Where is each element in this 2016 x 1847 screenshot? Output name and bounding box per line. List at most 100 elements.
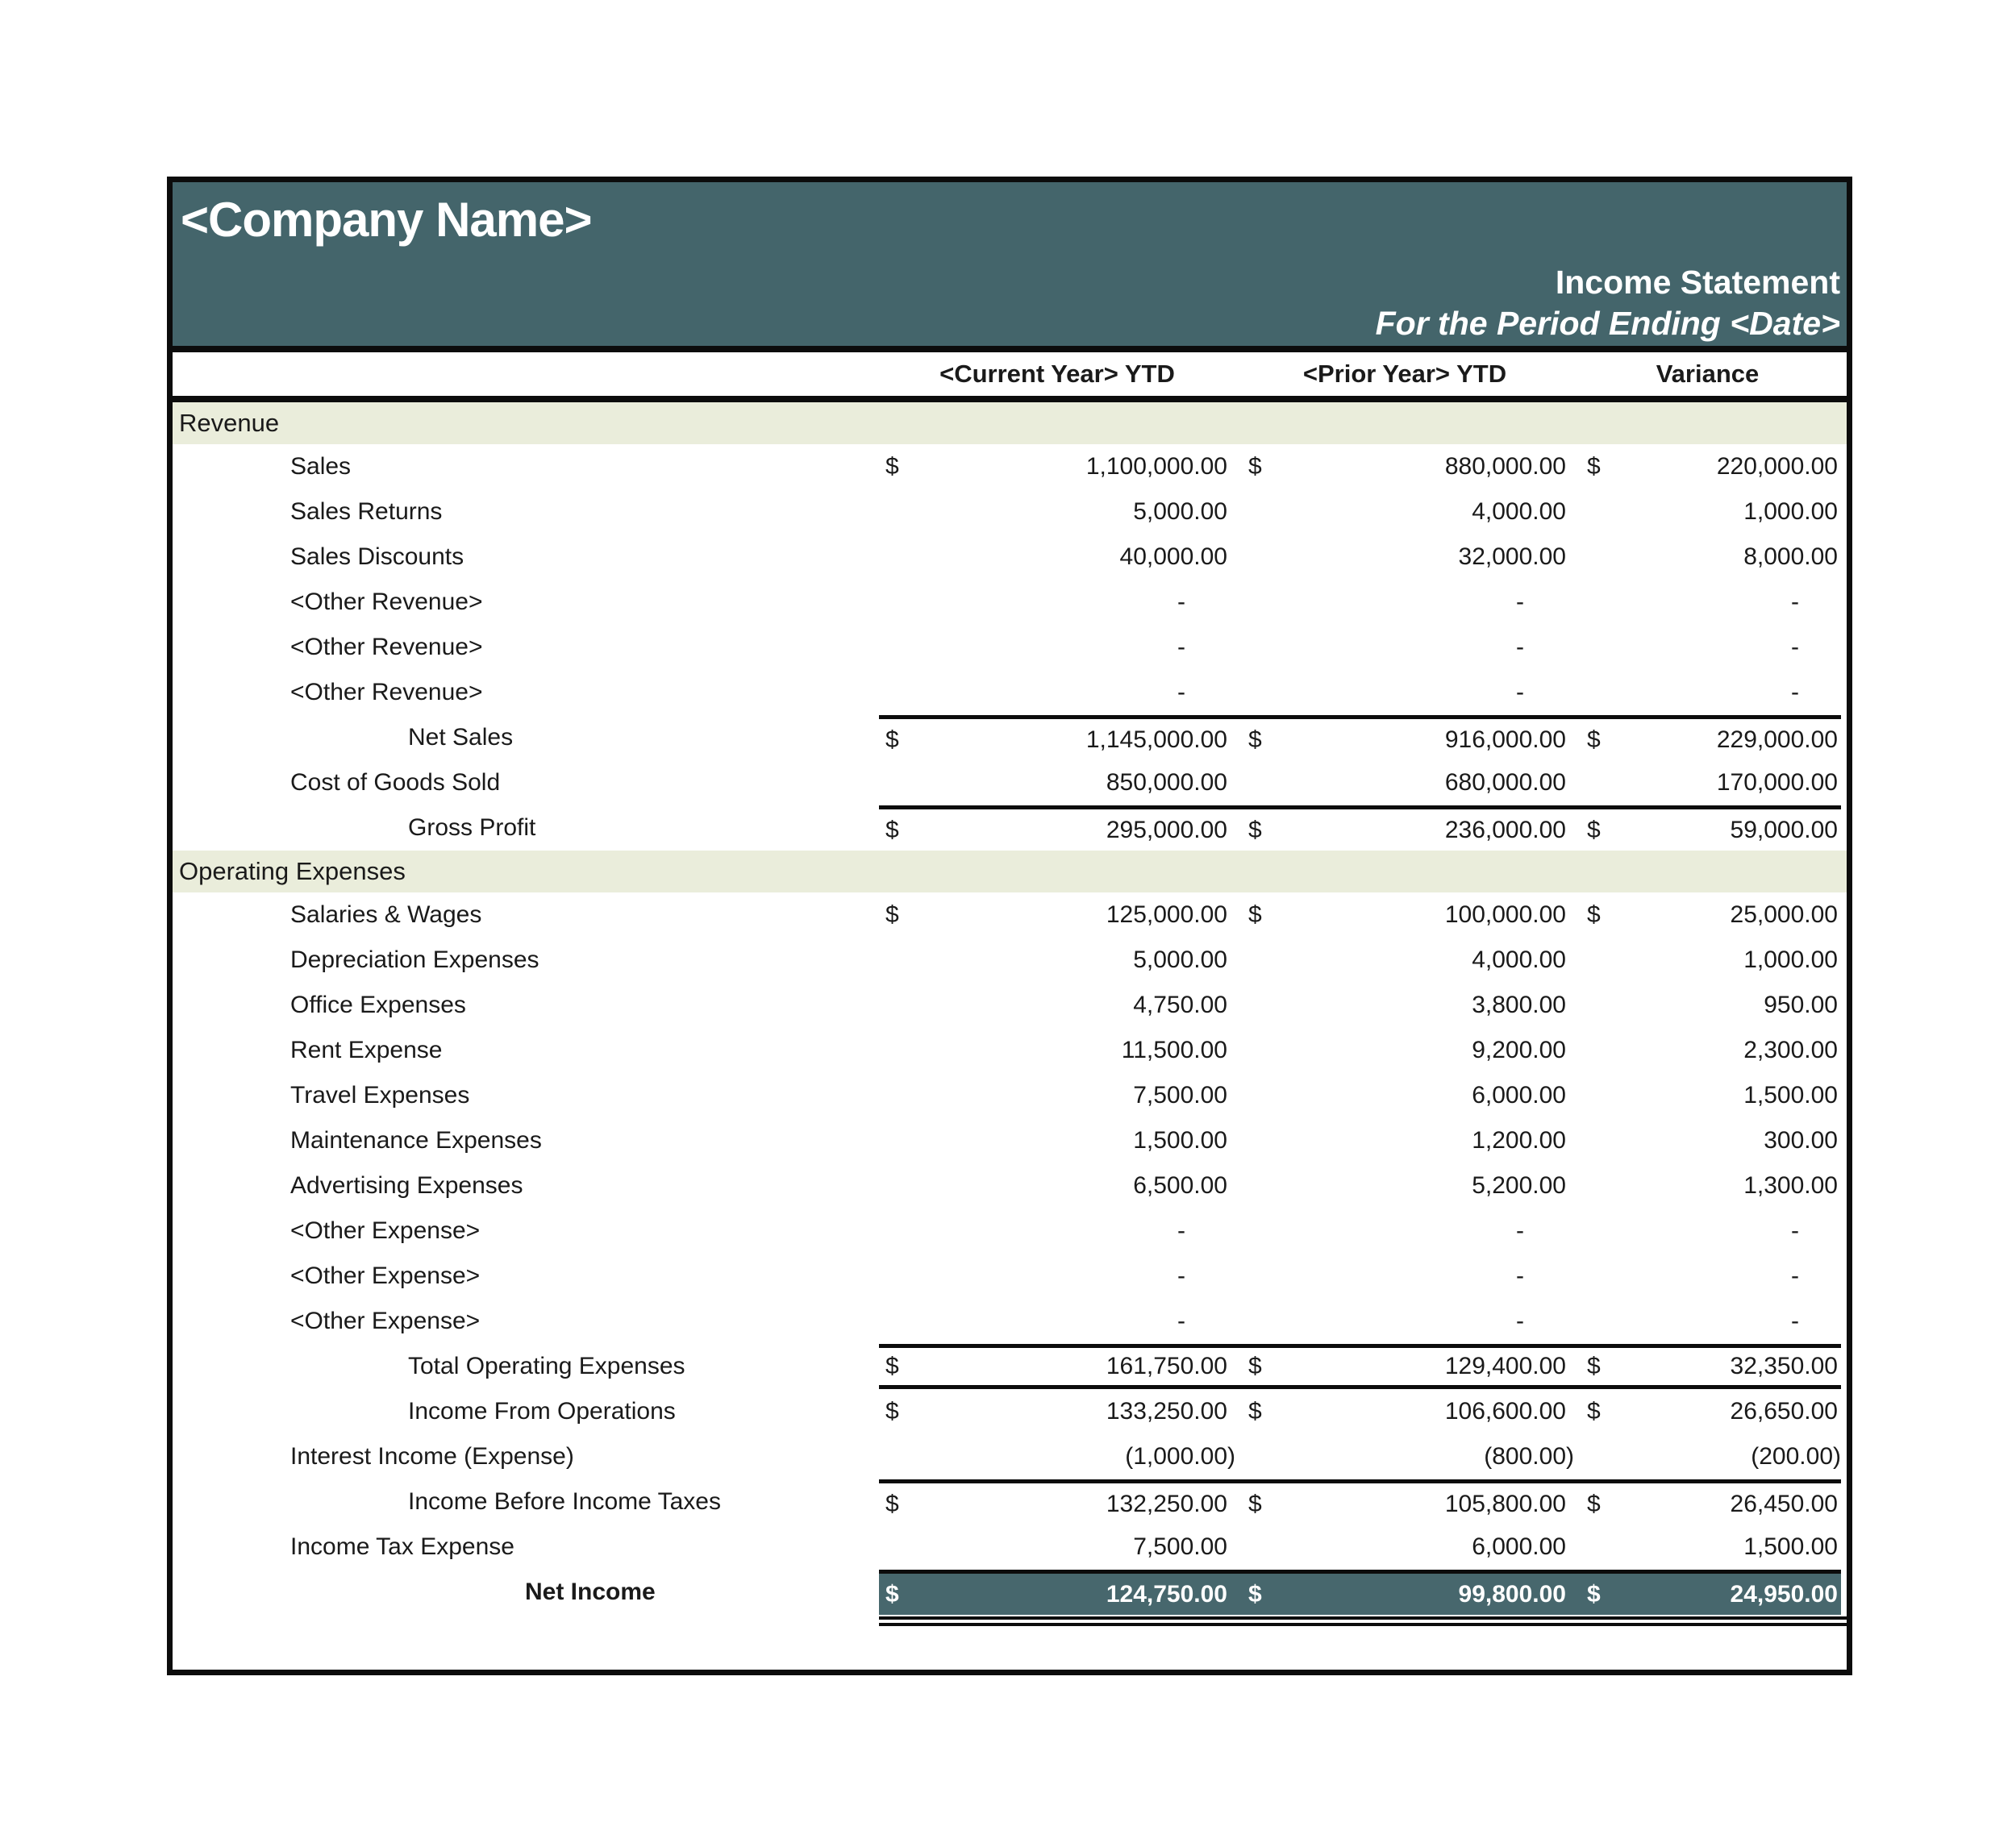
table-row: Sales Discounts 40,000.00 32,000.00 8,000.0… bbox=[173, 535, 1847, 580]
dollar-sign-icon: $ bbox=[1248, 1580, 1262, 1608]
dollar-sign-icon: $ bbox=[1587, 816, 1601, 843]
cell-value: 59,000.00 bbox=[1730, 816, 1838, 843]
cell-value: 300.00 bbox=[1764, 1127, 1838, 1154]
table-row: Travel Expenses 7,500.00 6,000.00 1,500.00 bbox=[173, 1073, 1847, 1118]
row-label: <Other Expense> bbox=[290, 1308, 481, 1334]
table-row: Income From Operations $133,250.00 $106,60… bbox=[173, 1389, 1847, 1434]
table-row: Rent Expense 11,500.00 9,200.00 2,300.00 bbox=[173, 1028, 1847, 1073]
cell-value: 1,300.00 bbox=[1743, 1172, 1838, 1199]
cell-variance-year-value: - bbox=[1574, 1254, 1841, 1299]
cell-prior-year-value: 6,000.00 bbox=[1235, 1073, 1574, 1118]
cell-current-year-value: 850,000.00 bbox=[879, 760, 1235, 805]
cell-prior-year-value: $100,000.00 bbox=[1235, 892, 1574, 938]
cell-value: (200.00) bbox=[1751, 1443, 1841, 1470]
dollar-sign-icon: $ bbox=[885, 1398, 899, 1425]
cell-value: 1,200.00 bbox=[1472, 1127, 1566, 1154]
section-row: Operating Expenses bbox=[173, 851, 1847, 892]
cell-current-year-value: 40,000.00 bbox=[879, 535, 1235, 580]
cell-current-year-value: $161,750.00 bbox=[879, 1344, 1235, 1389]
cell-value: 850,000.00 bbox=[1106, 769, 1227, 796]
cell-value: 26,450.00 bbox=[1730, 1490, 1838, 1517]
table-row: Cost of Goods Sold 850,000.00 680,000.00 17… bbox=[173, 760, 1847, 805]
cell-value: - bbox=[1516, 634, 1524, 660]
column-header-prior-year: <Prior Year> YTD bbox=[1302, 360, 1507, 388]
cell-value: - bbox=[1791, 1217, 1799, 1244]
dollar-sign-icon: $ bbox=[885, 816, 899, 843]
cell-variance-year-value: - bbox=[1574, 580, 1841, 625]
cell-prior-year-value: $105,800.00 bbox=[1235, 1479, 1574, 1525]
cell-value: - bbox=[1791, 1263, 1799, 1289]
cell-value: 1,145,000.00 bbox=[1085, 726, 1227, 753]
cell-value: 106,600.00 bbox=[1444, 1398, 1566, 1425]
cell-prior-year-value: $106,600.00 bbox=[1235, 1389, 1574, 1434]
row-label: Net Sales bbox=[408, 724, 514, 751]
statement-rows: Revenue Sales $1,100,000.00 $880,000.00 $220… bbox=[173, 402, 1847, 1615]
cell-value: 1,000.00 bbox=[1743, 498, 1838, 525]
cell-value: 11,500.00 bbox=[1121, 1037, 1227, 1063]
cell-current-year-value: $132,250.00 bbox=[879, 1479, 1235, 1525]
row-label: Maintenance Expenses bbox=[290, 1127, 542, 1154]
cell-value: - bbox=[1791, 1308, 1799, 1334]
cell-prior-year-value: 9,200.00 bbox=[1235, 1028, 1574, 1073]
cell-value: - bbox=[1791, 589, 1799, 615]
dollar-sign-icon: $ bbox=[1587, 901, 1601, 928]
net-income-row: Net Income $124,750.00 $99,800.00 $24,950.0… bbox=[173, 1570, 1847, 1615]
cell-value: 124,750.00 bbox=[1106, 1580, 1227, 1608]
table-row: Depreciation Expenses 5,000.00 4,000.00 1,0… bbox=[173, 938, 1847, 983]
cell-prior-year-value: - bbox=[1235, 1254, 1574, 1299]
dollar-sign-icon: $ bbox=[1587, 1398, 1601, 1425]
report-header-right: Income Statement For the Period Ending <… bbox=[1376, 262, 1840, 344]
cell-value: 2,300.00 bbox=[1743, 1037, 1838, 1063]
dollar-sign-icon: $ bbox=[885, 726, 899, 753]
cell-value: 295,000.00 bbox=[1106, 816, 1227, 843]
row-label: <Other Revenue> bbox=[290, 634, 483, 660]
cell-value: - bbox=[1177, 679, 1185, 705]
cell-value: - bbox=[1516, 589, 1524, 615]
row-label: Interest Income (Expense) bbox=[290, 1443, 574, 1470]
cell-value: 8,000.00 bbox=[1743, 543, 1838, 570]
cell-value: 3,800.00 bbox=[1472, 992, 1566, 1018]
row-label: <Other Revenue> bbox=[290, 679, 483, 705]
cell-value: 40,000.00 bbox=[1119, 543, 1227, 570]
cell-value: - bbox=[1516, 1263, 1524, 1289]
cell-value: 133,250.00 bbox=[1106, 1398, 1227, 1425]
row-label: Gross Profit bbox=[408, 814, 536, 841]
cell-variance-year-value: $26,450.00 bbox=[1574, 1479, 1841, 1525]
cell-current-year-value: 6,500.00 bbox=[879, 1163, 1235, 1208]
cell-value: - bbox=[1516, 679, 1524, 705]
cell-current-year-value: - bbox=[879, 580, 1235, 625]
cell-value: 5,200.00 bbox=[1472, 1172, 1566, 1199]
table-row: Maintenance Expenses 1,500.00 1,200.00 300.… bbox=[173, 1118, 1847, 1163]
cell-prior-year-value: 680,000.00 bbox=[1235, 760, 1574, 805]
cell-prior-year-value: 1,200.00 bbox=[1235, 1118, 1574, 1163]
dollar-sign-icon: $ bbox=[885, 901, 899, 928]
row-label: Office Expenses bbox=[290, 992, 466, 1018]
cell-current-year-value: 11,500.00 bbox=[879, 1028, 1235, 1073]
row-label: Travel Expenses bbox=[290, 1082, 470, 1109]
row-label: <Other Revenue> bbox=[290, 589, 483, 615]
cell-prior-year-value: $236,000.00 bbox=[1235, 805, 1574, 851]
cell-value: 170,000.00 bbox=[1716, 769, 1838, 796]
cell-value: 229,000.00 bbox=[1716, 726, 1838, 753]
header-divider-bottom bbox=[173, 396, 1847, 402]
income-statement-sheet: <Company Name> Income Statement For the … bbox=[167, 177, 1852, 1675]
cell-value: 7,500.00 bbox=[1133, 1082, 1227, 1109]
row-label: <Other Expense> bbox=[290, 1217, 481, 1244]
table-row: <Other Expense> - - - bbox=[173, 1254, 1847, 1299]
dollar-sign-icon: $ bbox=[1248, 1490, 1262, 1517]
cell-value: 1,500.00 bbox=[1743, 1082, 1838, 1109]
report-period-line: For the Period Ending <Date> bbox=[1375, 305, 1840, 342]
column-header-row: <Current Year> YTD <Prior Year> YTD Vari… bbox=[173, 352, 1847, 396]
table-row: <Other Revenue> - - - bbox=[173, 580, 1847, 625]
report-header: <Company Name> Income Statement For the … bbox=[173, 182, 1847, 346]
cell-value: 32,000.00 bbox=[1458, 543, 1566, 570]
cell-value: 6,500.00 bbox=[1133, 1172, 1227, 1199]
cell-variance-year-value: - bbox=[1574, 1208, 1841, 1254]
table-row: Office Expenses 4,750.00 3,800.00 950.00 bbox=[173, 983, 1847, 1028]
cell-variance-year-value: - bbox=[1574, 670, 1841, 715]
cell-value: 220,000.00 bbox=[1716, 453, 1838, 480]
cell-current-year-value: $133,250.00 bbox=[879, 1389, 1235, 1434]
cell-prior-year-value: $880,000.00 bbox=[1235, 444, 1574, 489]
table-row: <Other Revenue> - - - bbox=[173, 670, 1847, 715]
cell-prior-year-value: 4,000.00 bbox=[1235, 489, 1574, 535]
